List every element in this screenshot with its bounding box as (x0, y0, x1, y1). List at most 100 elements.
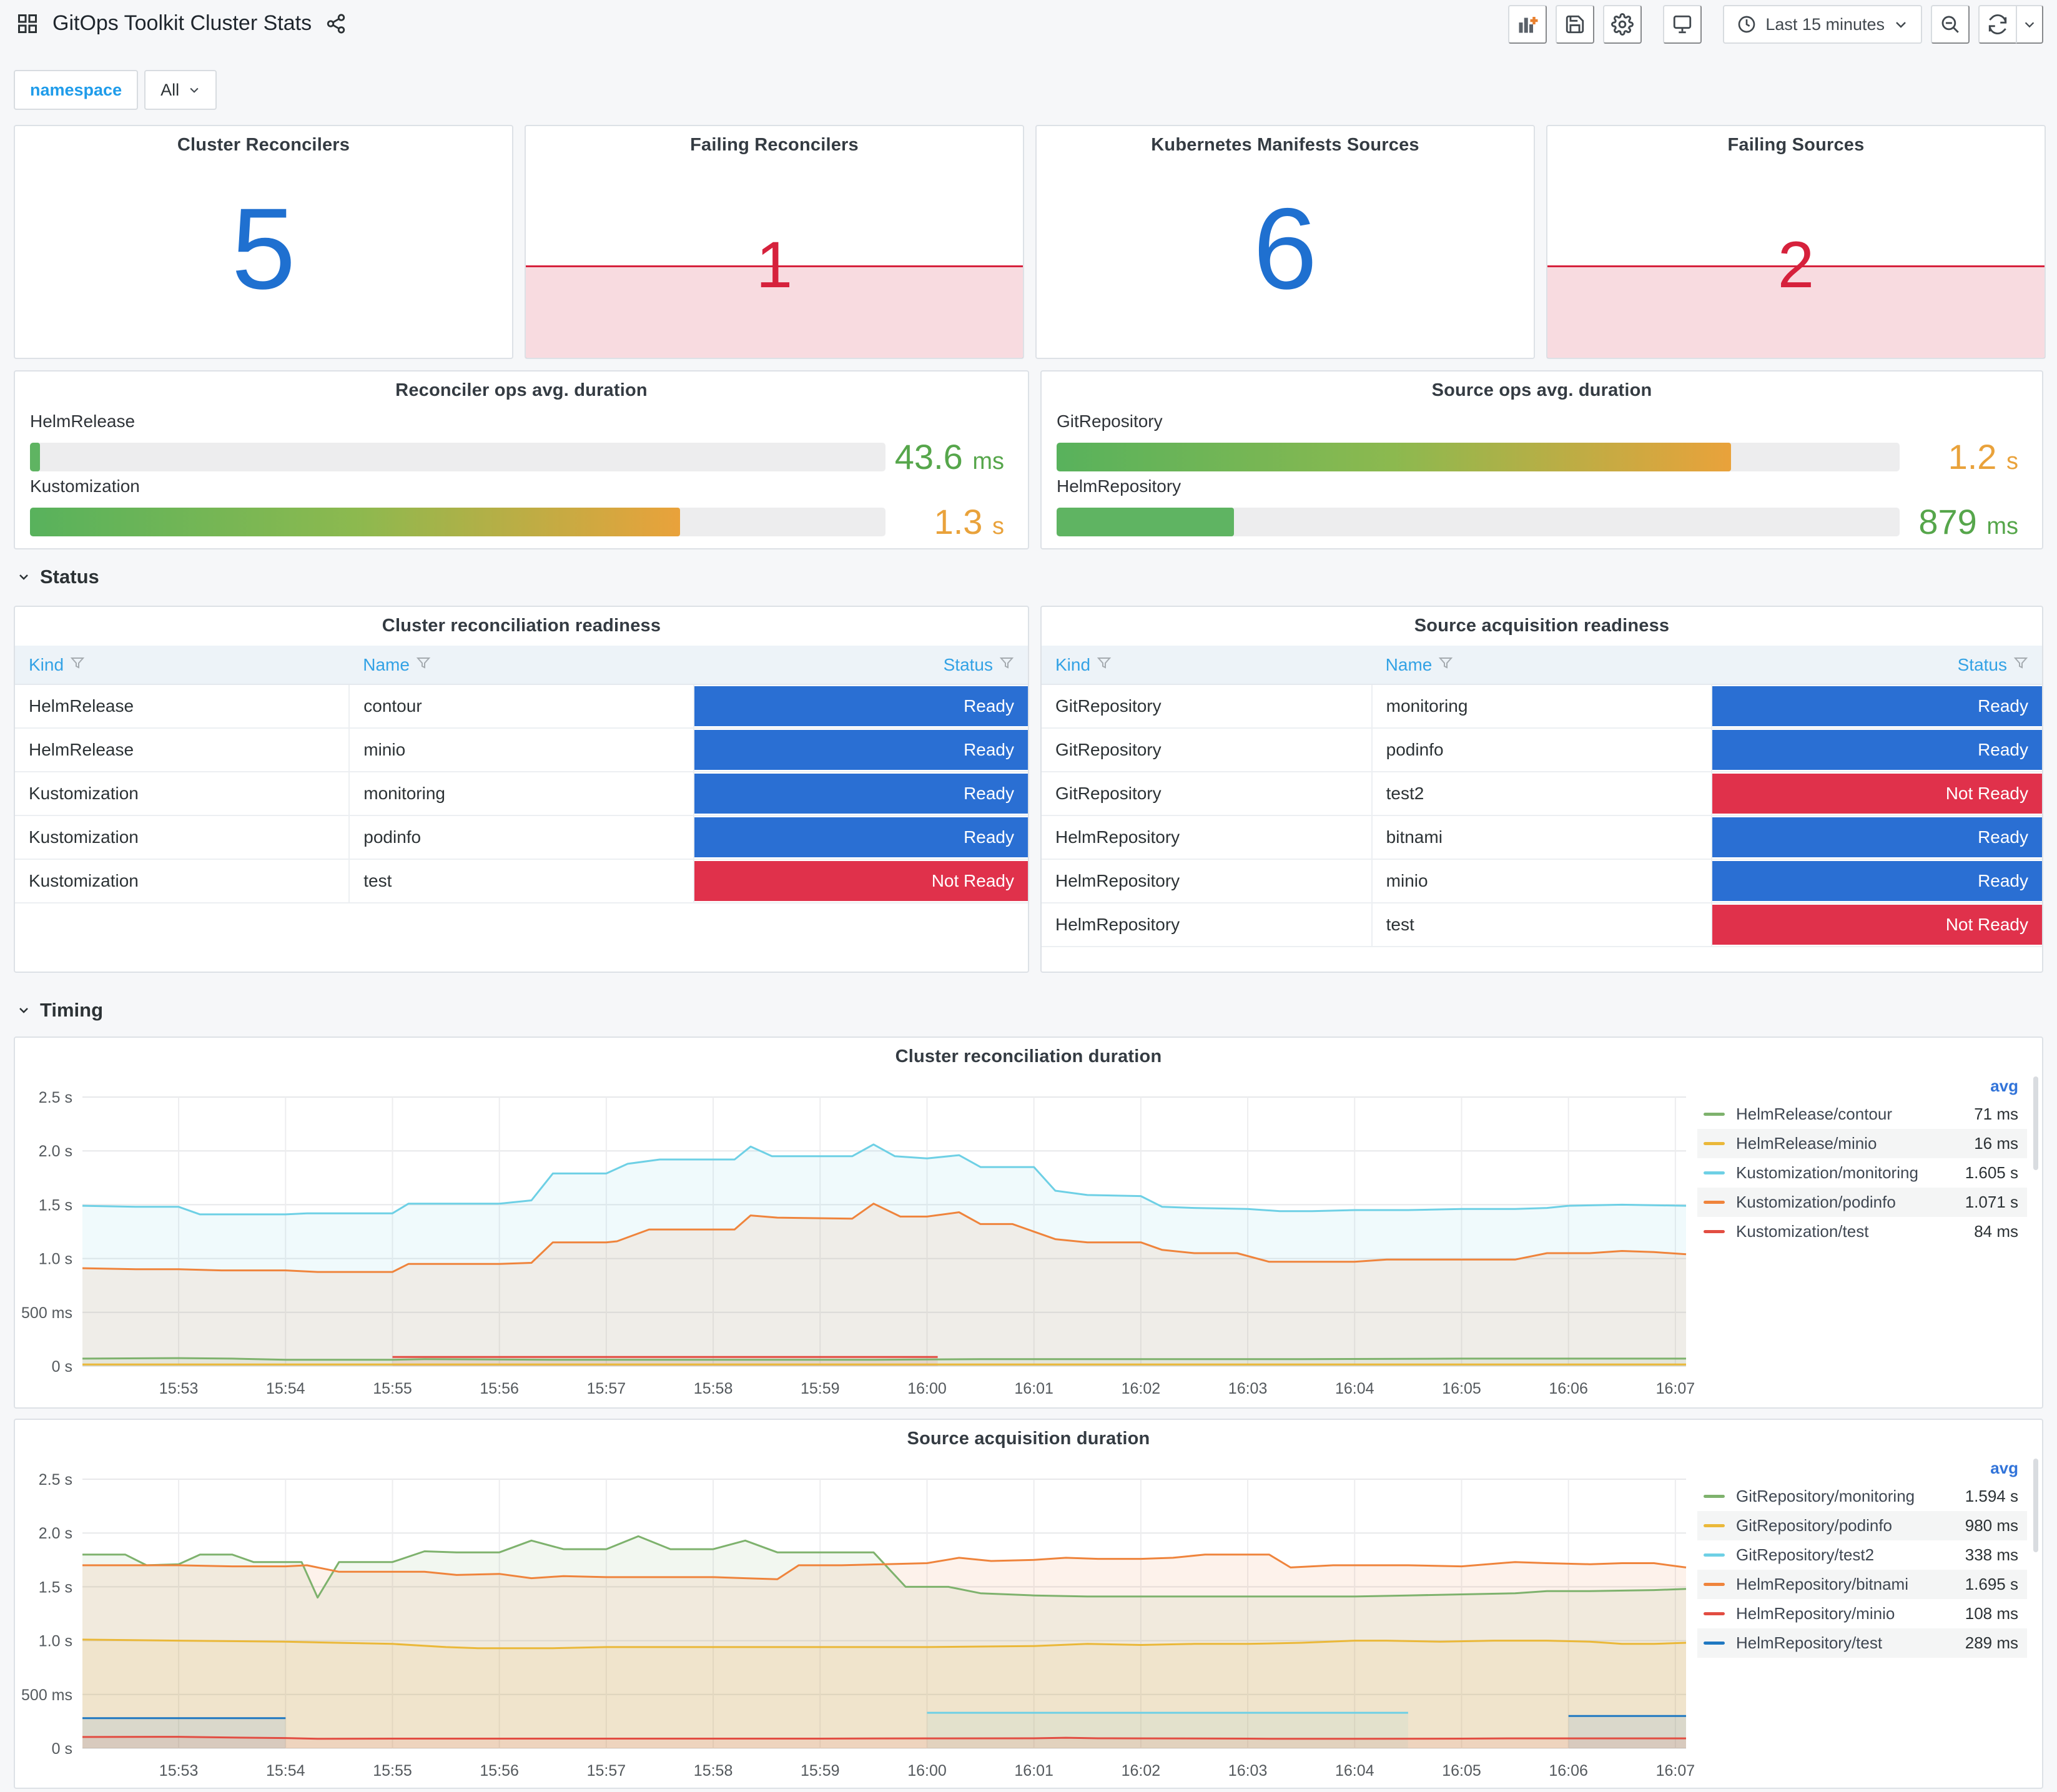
cell-kind: HelmRepository (1042, 859, 1373, 903)
gauge-value: 879 ms (1918, 502, 2018, 541)
svg-text:2.5 s: 2.5 s (39, 1089, 72, 1106)
column-header-name[interactable]: Name (1371, 646, 1712, 685)
legend-series-name: HelmRepository/test (1736, 1633, 1883, 1652)
column-header-kind[interactable]: Kind (1042, 646, 1372, 685)
legend-item[interactable]: GitRepository/monitoring 1.594 s (1697, 1482, 2027, 1511)
legend-avg-value: 980 ms (1965, 1516, 2018, 1535)
filter-icon[interactable] (999, 656, 1014, 671)
share-icon[interactable] (325, 13, 347, 34)
filter-icon[interactable] (2013, 656, 2028, 671)
time-range-picker[interactable]: Last 15 minutes (1723, 5, 1922, 44)
column-header-name[interactable]: Name (349, 646, 694, 685)
refresh-interval-caret[interactable] (2016, 5, 2043, 44)
section-row-status[interactable]: Status (16, 566, 99, 588)
save-dashboard-button[interactable] (1556, 5, 1595, 44)
cell-name: minio (349, 728, 694, 772)
refresh-button[interactable] (1978, 5, 2017, 44)
column-header-status[interactable]: Status (693, 646, 1028, 685)
add-panel-button[interactable] (1508, 5, 1547, 44)
namespace-variable-label[interactable]: namespace (14, 70, 139, 110)
legend-avg-header[interactable]: avg (1990, 1076, 2018, 1095)
time-series-plot[interactable]: 0 s 500 ms 1.0 s 1.5 s 2.0 s 2.5 s 15:53 15:54 1… (15, 1445, 2045, 1782)
clock-icon (1737, 14, 1757, 34)
gauge-bar (30, 507, 681, 536)
tv-mode-button[interactable] (1663, 5, 1702, 44)
legend-avg-value: 108 ms (1965, 1604, 2018, 1623)
apps-grid-icon[interactable] (16, 12, 39, 35)
svg-text:2.5 s: 2.5 s (39, 1471, 72, 1489)
panel-title[interactable]: Source ops avg. duration (1431, 380, 1652, 400)
gauge-label: GitRepository (1057, 411, 1163, 431)
column-header-kind[interactable]: Kind (15, 646, 350, 685)
panel-title[interactable]: Failing Reconcilers (690, 135, 859, 155)
table-row: GitRepository monitoring Ready (1042, 684, 2042, 729)
legend-swatch (1704, 1553, 1725, 1557)
panel-title[interactable]: Cluster Reconcilers (177, 135, 350, 155)
legend-swatch (1704, 1642, 1725, 1645)
cell-name: monitoring (1371, 684, 1713, 729)
legend-avg-value: 1.594 s (1965, 1487, 2018, 1505)
filter-icon[interactable] (1097, 656, 1112, 671)
cell-kind: Kustomization (15, 815, 350, 860)
panel-title[interactable]: Source acquisition duration (907, 1429, 1150, 1449)
chart-legend: avg HelmRelease/contour 71 ms HelmRelease/m… (1697, 1076, 2027, 1246)
time-series-plot[interactable]: 0 s 500 ms 1.0 s 1.5 s 2.0 s 2.5 s 15:53 15:54 1… (15, 1063, 2045, 1400)
svg-text:16:02: 16:02 (1122, 1762, 1161, 1780)
legend-scrollbar[interactable] (2033, 1459, 2038, 1552)
svg-text:16:04: 16:04 (1335, 1380, 1374, 1397)
table-row: GitRepository test2 Not Ready (1042, 772, 2042, 816)
namespace-variable-value[interactable]: All (144, 70, 217, 110)
legend-item[interactable]: Kustomization/test 84 ms (1697, 1217, 2027, 1246)
status-badge: Ready (1712, 730, 2042, 770)
panel-title[interactable]: Cluster reconciliation duration (895, 1046, 1162, 1066)
legend-item[interactable]: HelmRelease/minio 16 ms (1697, 1129, 2027, 1158)
panel-title[interactable]: Failing Sources (1727, 135, 1865, 155)
panel-title[interactable]: Cluster reconciliation readiness (382, 616, 661, 636)
cell-kind: HelmRepository (1042, 903, 1373, 947)
column-header-status[interactable]: Status (1712, 646, 2042, 685)
cell-kind: HelmRelease (15, 684, 350, 729)
legend-item[interactable]: GitRepository/test2 338 ms (1697, 1540, 2027, 1570)
filter-icon[interactable] (416, 656, 431, 671)
svg-text:2.0 s: 2.0 s (39, 1525, 72, 1542)
section-row-timing[interactable]: Timing (16, 999, 103, 1022)
legend-avg-value: 289 ms (1965, 1633, 2018, 1652)
status-badge: Not Ready (1712, 905, 2042, 945)
gauge-label: Kustomization (30, 476, 140, 496)
settings-button[interactable] (1603, 5, 1642, 44)
panel-title[interactable]: Reconciler ops avg. duration (395, 380, 648, 400)
legend-item[interactable]: HelmRepository/minio 108 ms (1697, 1599, 2027, 1628)
legend-avg-header[interactable]: avg (1990, 1459, 2018, 1477)
chevron-down-icon (190, 87, 199, 93)
svg-text:16:07: 16:07 (1656, 1380, 1695, 1397)
legend-item[interactable]: Kustomization/monitoring 1.605 s (1697, 1158, 2027, 1188)
legend-item[interactable]: GitRepository/podinfo 980 ms (1697, 1511, 2027, 1540)
legend-series-name: Kustomization/podinfo (1736, 1193, 1896, 1211)
stat-value: 6 (1253, 184, 1318, 313)
legend-avg-value: 1.071 s (1965, 1193, 2018, 1211)
stat-value: 5 (231, 184, 296, 313)
panel-title[interactable]: Source acquisition readiness (1414, 616, 1670, 636)
gauge-value: 1.3 s (934, 502, 1004, 541)
panel-title[interactable]: Kubernetes Manifests Sources (1151, 135, 1419, 155)
svg-text:15:55: 15:55 (373, 1380, 412, 1397)
table-row: HelmRepository bitnami Ready (1042, 815, 2042, 860)
variables-row: namespace All (14, 70, 217, 110)
table-row: HelmRelease contour Ready (15, 684, 1028, 729)
chevron-down-icon (19, 574, 28, 580)
stat-value: 1 (756, 228, 793, 302)
time-range-label: Last 15 minutes (1765, 14, 1885, 34)
svg-text:16:03: 16:03 (1228, 1762, 1268, 1780)
zoom-out-button[interactable] (1931, 5, 1970, 44)
legend-item[interactable]: HelmRelease/contour 71 ms (1697, 1100, 2027, 1129)
filter-icon[interactable] (70, 656, 85, 671)
legend-item[interactable]: HelmRepository/bitnami 1.695 s (1697, 1570, 2027, 1599)
legend-item[interactable]: Kustomization/podinfo 1.071 s (1697, 1188, 2027, 1217)
legend-scrollbar[interactable] (2033, 1076, 2038, 1170)
svg-text:15:55: 15:55 (373, 1762, 412, 1780)
cell-name: podinfo (1371, 728, 1713, 772)
filter-icon[interactable] (1438, 656, 1453, 671)
cell-kind: GitRepository (1042, 772, 1373, 816)
legend-item[interactable]: HelmRepository/test 289 ms (1697, 1628, 2027, 1658)
